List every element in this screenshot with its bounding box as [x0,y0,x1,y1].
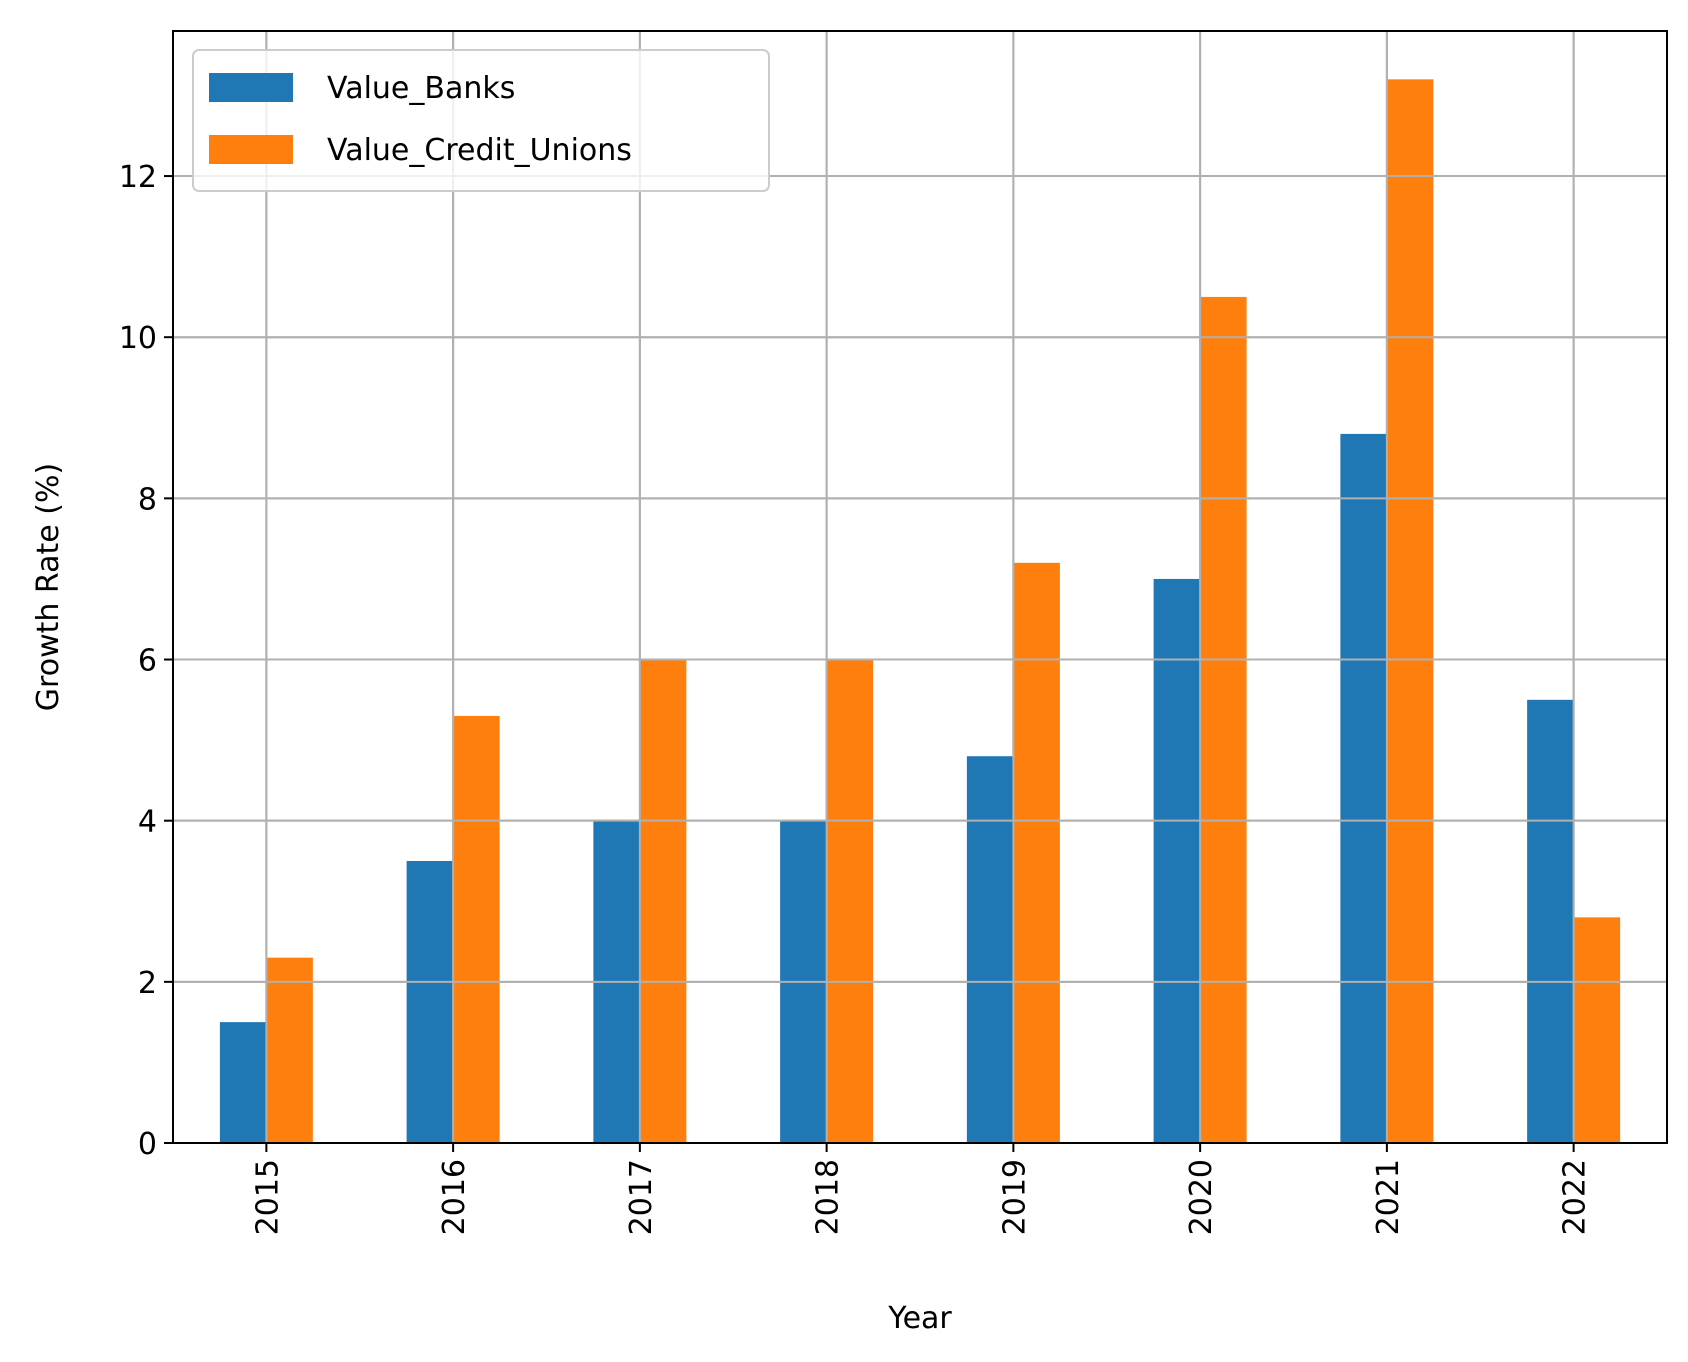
legend-swatch-value-credit-unions [209,135,293,164]
y-tick-label: 2 [138,966,157,1001]
bar-value-credit-unions [639,659,687,1143]
legend-box [192,49,770,192]
y-tick-label: 0 [138,1127,157,1162]
bar-value-banks [1340,433,1387,1143]
y-tick-label: 6 [138,644,157,679]
bar-value-banks [406,860,454,1143]
bar-value-credit-unions [1200,296,1247,1143]
bar-value-credit-unions [1013,562,1060,1143]
bar-value-banks [219,1022,267,1143]
bar-value-credit-unions [1386,79,1434,1144]
x-tick-label: 2020 [1184,1159,1219,1235]
axes [164,30,1668,1152]
legend-label-value-banks: Value_Banks [327,71,515,106]
legend: Value_Banks Value_Credit_Unions [192,49,770,192]
bar-value-credit-unions [453,715,500,1143]
plot-frame [172,30,1668,1144]
x-axis-label: Year [887,1301,952,1336]
x-tick-label: 2016 [437,1159,472,1235]
bar-value-credit-unions [826,659,874,1143]
legend-label-value-credit-unions: Value_Credit_Unions [327,133,632,168]
y-tick-label: 8 [138,482,157,517]
bar-value-banks [966,756,1014,1143]
y-tick-label: 12 [119,160,157,195]
x-tick-label: 2021 [1371,1159,1406,1235]
x-tick-label: 2018 [811,1159,846,1235]
bar-value-credit-unions [266,957,313,1143]
x-tick-label: 2017 [624,1159,659,1235]
tick-labels: 0 2 4 6 8 10 12 2015 2016 2017 2018 2019 2020 2021 202… [119,160,1593,1235]
x-tick-label: 2019 [997,1159,1032,1235]
x-tick-label: 2022 [1558,1159,1593,1235]
y-tick-label: 10 [119,321,157,356]
bar-value-banks [1153,578,1201,1143]
bar-value-banks [1527,699,1574,1143]
bar-value-credit-unions [1573,917,1621,1143]
y-tick-label: 4 [138,805,157,840]
x-tick-label: 2015 [250,1159,285,1235]
y-axis-label: Growth Rate (%) [31,463,66,711]
legend-swatch-value-banks [209,73,293,102]
